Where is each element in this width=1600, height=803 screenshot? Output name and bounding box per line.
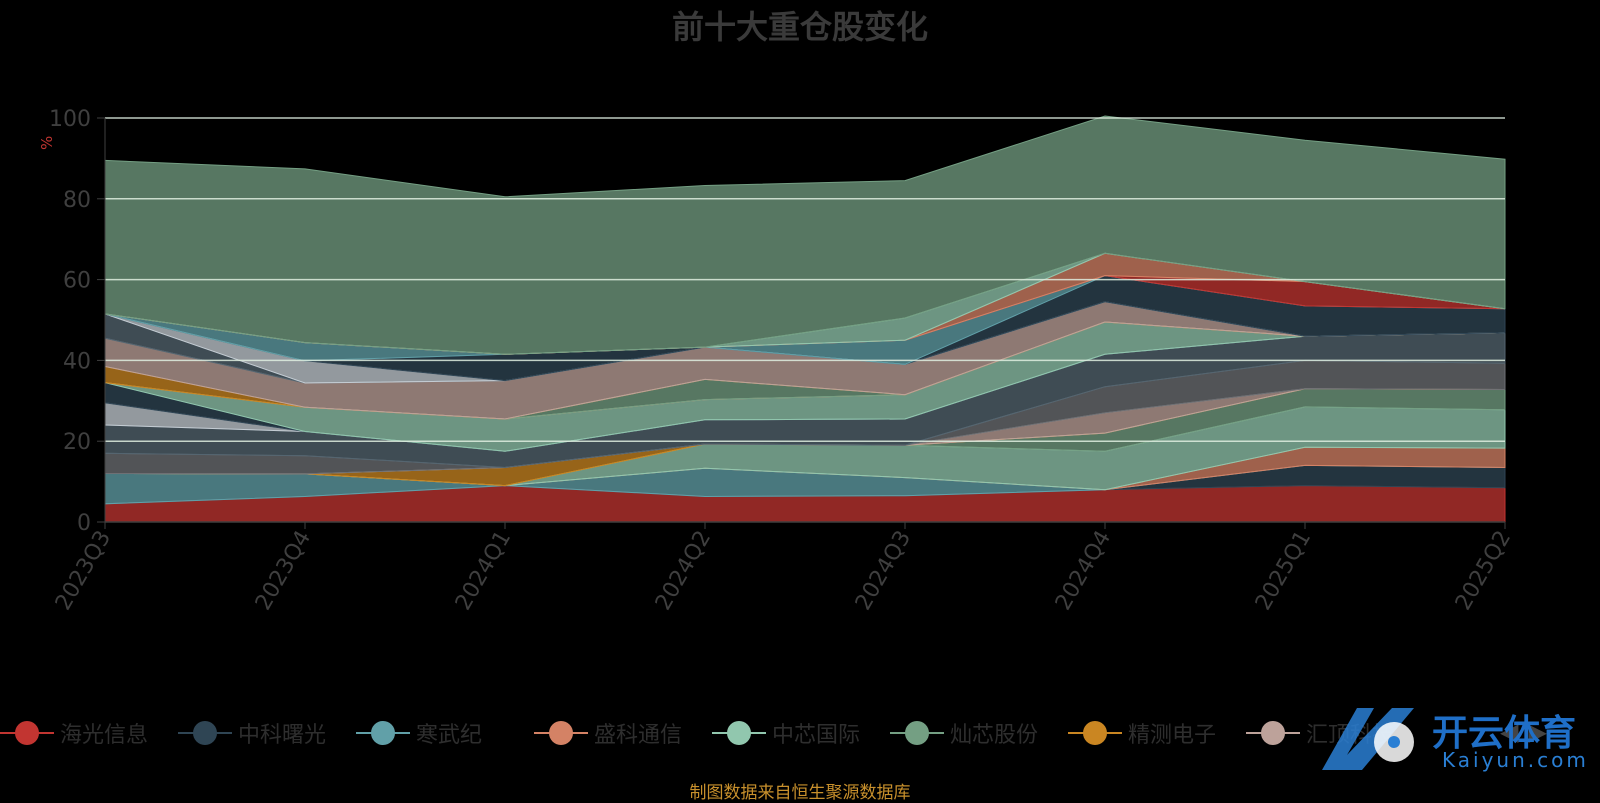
legend-symbol <box>178 720 232 746</box>
legend-label: 中科曙光 <box>238 723 327 748</box>
legend-item[interactable]: 精测电子 <box>1068 715 1216 751</box>
legend-item[interactable]: 海光信息 <box>0 715 148 751</box>
legend-item[interactable]: 盛科通信 <box>534 715 682 751</box>
grid-lines <box>105 117 1505 442</box>
legend-label: 灿芯股份 <box>950 723 1039 748</box>
y-tick-label: 20 <box>63 430 91 455</box>
legend-item[interactable]: 灿芯股份 <box>890 715 1038 751</box>
legend-symbol <box>0 720 54 746</box>
legend-label: 寒武纪 <box>416 723 483 748</box>
x-tick-label: 2024Q3 <box>851 527 916 615</box>
legend-dot <box>1261 721 1285 745</box>
legend-label: 海光信息 <box>60 723 149 748</box>
watermark-logo <box>1322 708 1414 770</box>
legend-label: 中芯国际 <box>772 723 861 748</box>
legend-dot <box>15 721 39 745</box>
x-tick-label: 2024Q2 <box>651 527 716 615</box>
x-tick-label: 2023Q4 <box>251 527 316 615</box>
x-tick-label: 2025Q2 <box>1451 527 1516 615</box>
chart-title: 前十大重仓股变化 <box>671 8 928 46</box>
legend-symbol <box>890 720 944 746</box>
legend-symbol <box>356 720 410 746</box>
legend-item[interactable]: 中科曙光 <box>178 715 326 751</box>
legend-symbol <box>712 720 766 746</box>
legend-dot <box>727 721 751 745</box>
y-tick-label: 80 <box>63 188 91 213</box>
legend-dot <box>371 721 395 745</box>
legend-label: 盛科通信 <box>594 723 683 748</box>
y-tick-label: 100 <box>49 107 91 132</box>
watermark-sub: Kaiyun.com <box>1442 748 1589 772</box>
legend-symbol <box>1068 720 1122 746</box>
y-tick-label: 40 <box>63 349 91 374</box>
chart-svg: 0 20 40 60 80 100 2023Q3 2023Q4 2024Q1 2024Q2 2024… <box>49 107 1516 615</box>
legend-item[interactable]: 寒武纪 <box>356 715 482 751</box>
legend-dot <box>905 721 929 745</box>
legend-symbol <box>534 720 588 746</box>
legend-dot <box>193 721 217 745</box>
legend-label: 精测电子 <box>1128 723 1217 748</box>
y-tick-label: 60 <box>63 269 91 294</box>
x-tick-label: 2024Q1 <box>451 527 516 615</box>
legend-pager[interactable]: ◀▶ <box>1500 718 1557 746</box>
x-tick-label: 2023Q3 <box>51 527 116 615</box>
legend-dot <box>1083 721 1107 745</box>
watermark-main: 开云体育 <box>1432 713 1577 754</box>
legend-prev-button[interactable]: ◀ <box>1500 718 1529 746</box>
legend-item[interactable]: 中芯国际 <box>712 715 860 751</box>
area-layers <box>104 115 1506 523</box>
y-tick-label: 0 <box>77 511 91 536</box>
legend-next-button[interactable]: ▶ <box>1528 718 1557 746</box>
legend-symbol <box>1246 720 1300 746</box>
x-tick-label: 2025Q1 <box>1251 527 1316 615</box>
watermark: 开云体育 Kaiyun.com <box>1312 700 1600 774</box>
legend-dot <box>549 721 573 745</box>
source-note: 制图数据来自恒生聚源数据库 <box>689 783 911 803</box>
series-area-25 <box>104 115 1506 355</box>
x-tick-label: 2024Q4 <box>1051 527 1116 615</box>
